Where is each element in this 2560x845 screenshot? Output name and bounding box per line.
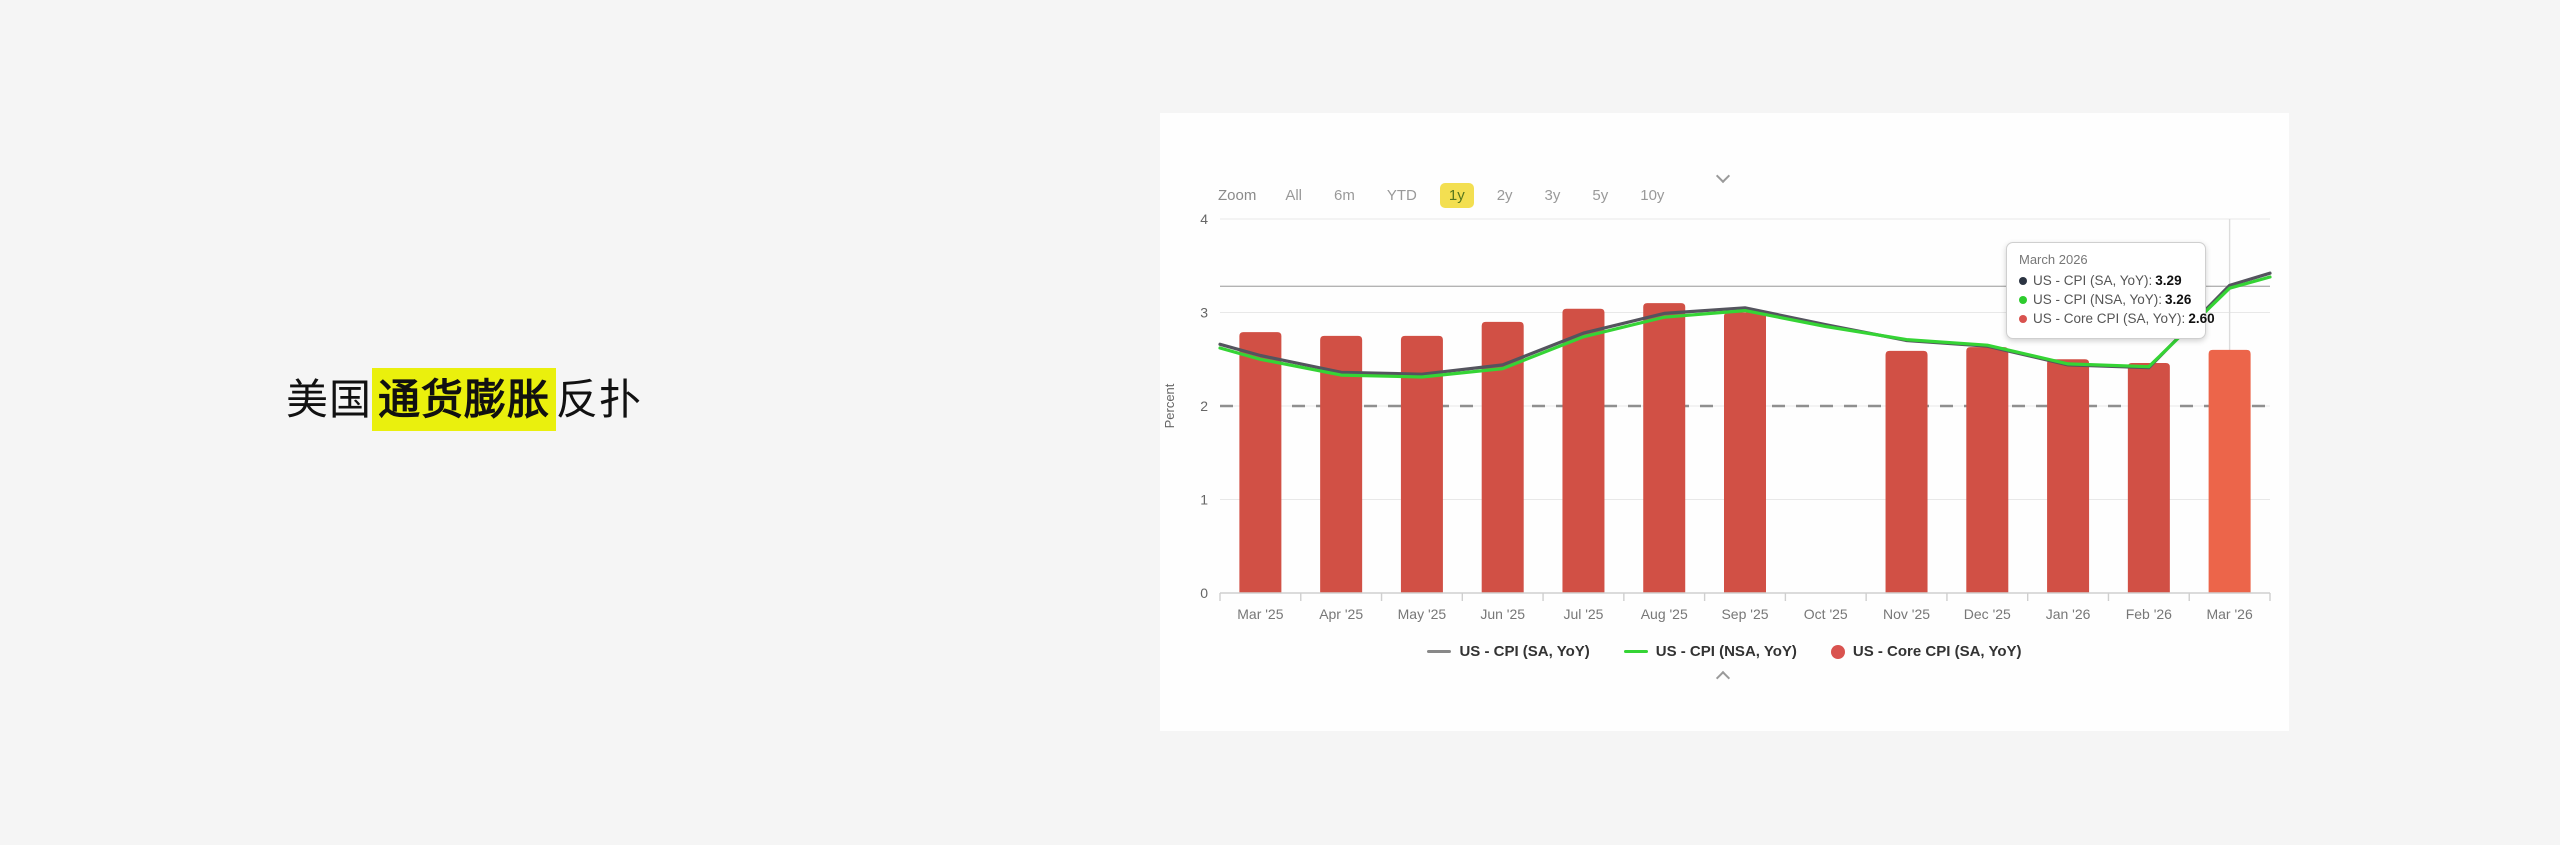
y-tick-label: 1: [1200, 492, 1208, 508]
cpi-chart[interactable]: 0 1 2 3 4 Percent Mar '25 Apr '25 May '25 Jun '25…: [1160, 113, 2289, 731]
title-post: 反扑: [556, 376, 643, 423]
legend-label: US - CPI (NSA, YoY): [1655, 643, 1797, 660]
bar-Mar26[interactable]: [2208, 349, 2251, 593]
title-pre: 美国: [286, 376, 373, 423]
range-button-1y[interactable]: 1y: [1439, 183, 1474, 208]
x-tick-label: Sep '25: [1721, 606, 1768, 622]
legend-line-icon: [1427, 650, 1452, 653]
range-button-2y[interactable]: 2y: [1496, 187, 1513, 204]
legend-item-1[interactable]: US - CPI (NSA, YoY): [1623, 643, 1797, 660]
chart-legend: US - CPI (SA, YoY) US - CPI (NSA, YoY) US …: [1160, 643, 2289, 660]
tooltip-series-label: US - Core CPI (SA, YoY):: [2033, 311, 2186, 326]
legend-label: US - Core CPI (SA, YoY): [1852, 643, 2022, 660]
tooltip-series-label: US - CPI (NSA, YoY):: [2033, 292, 2163, 307]
bar-Nov25[interactable]: [1885, 350, 1928, 593]
tooltip-series-value: 2.60: [2188, 311, 2215, 326]
x-tick-label: Mar '26: [2206, 606, 2252, 622]
range-button-10y[interactable]: 10y: [1640, 187, 1665, 204]
tooltip-series-value: 3.29: [2155, 273, 2182, 288]
bar-May25[interactable]: [1400, 335, 1443, 593]
bar-Aug25[interactable]: [1643, 303, 1686, 593]
bar-Dec25[interactable]: [1966, 347, 2009, 593]
range-button-5y[interactable]: 5y: [1592, 187, 1609, 204]
series-dot-icon: [2019, 314, 2027, 323]
legend-circle-icon: [1830, 644, 1845, 659]
chevron-up-icon[interactable]: [1718, 669, 1729, 680]
tooltip-series-value: 3.26: [2165, 292, 2192, 307]
line-series[interactable]: [1218, 275, 2272, 379]
bar-Feb26[interactable]: [2127, 362, 2170, 593]
x-tick-label: Mar '25: [1237, 606, 1283, 622]
x-tick-label: May '25: [1398, 606, 1447, 622]
y-axis-title: Percent: [1162, 383, 1177, 428]
range-button-3y[interactable]: 3y: [1544, 187, 1561, 204]
x-tick-label: Jun '25: [1480, 606, 1525, 622]
x-tick-label: Jul '25: [1563, 606, 1603, 622]
y-tick-label: 2: [1200, 398, 1208, 414]
legend-label: US - CPI (SA, YoY): [1459, 643, 1590, 660]
x-tick-label: Aug '25: [1641, 606, 1688, 622]
page-title: 美国 通货膨胀 反扑: [286, 366, 643, 431]
chart-tooltip: March 2026 US - CPI (SA, YoY): 3.29 US - C…: [2006, 242, 2215, 339]
range-button-all[interactable]: All: [1285, 187, 1303, 204]
bar-Jan26[interactable]: [2047, 359, 2090, 593]
legend-item-2[interactable]: US - Core CPI (SA, YoY): [1830, 643, 2022, 660]
bar-Sep25[interactable]: [1724, 312, 1766, 594]
x-tick-label: Jan '26: [2046, 606, 2091, 622]
range-selector-label: Zoom: [1218, 187, 1257, 204]
x-tick-label: Dec '25: [1964, 606, 2011, 622]
series-dot-icon: [2019, 295, 2027, 304]
bar-Apr25[interactable]: [1320, 335, 1363, 593]
y-tick-label: 0: [1200, 585, 1208, 601]
tooltip-row-0: US - CPI (SA, YoY): 3.29: [2019, 271, 2193, 290]
range-selector: Zoom All 6m YTD 1y 2y 3y 5y 10y: [1218, 183, 1673, 208]
chart-card: Zoom All 6m YTD 1y 2y 3y 5y 10y 0 1 2 3 4 Percent Mar…: [1160, 113, 2289, 731]
x-tick-label: Feb '26: [2126, 606, 2172, 622]
x-tick-label: Oct '25: [1804, 606, 1848, 622]
series-dot-icon: [2019, 276, 2027, 285]
range-button-ytd[interactable]: YTD: [1386, 187, 1417, 204]
tooltip-series-label: US - CPI (SA, YoY):: [2033, 273, 2153, 288]
title-highlight: 通货膨胀: [372, 368, 557, 431]
tooltip-row-2: US - Core CPI (SA, YoY): 2.60: [2019, 309, 2215, 328]
bar-Jun25[interactable]: [1481, 321, 1524, 593]
range-button-6m[interactable]: 6m: [1334, 187, 1355, 204]
bar-Mar25[interactable]: [1239, 332, 1282, 593]
legend-item-0[interactable]: US - CPI (SA, YoY): [1427, 643, 1590, 660]
x-tick-label: Nov '25: [1883, 606, 1930, 622]
legend-line-icon: [1623, 650, 1648, 653]
tooltip-title: March 2026: [2019, 252, 2088, 267]
bar-Jul25[interactable]: [1562, 308, 1605, 593]
y-tick-label: 3: [1200, 305, 1208, 321]
tooltip-row-1: US - CPI (NSA, YoY): 3.26: [2019, 290, 2193, 309]
y-tick-label: 4: [1200, 211, 1208, 227]
x-tick-label: Apr '25: [1319, 606, 1363, 622]
